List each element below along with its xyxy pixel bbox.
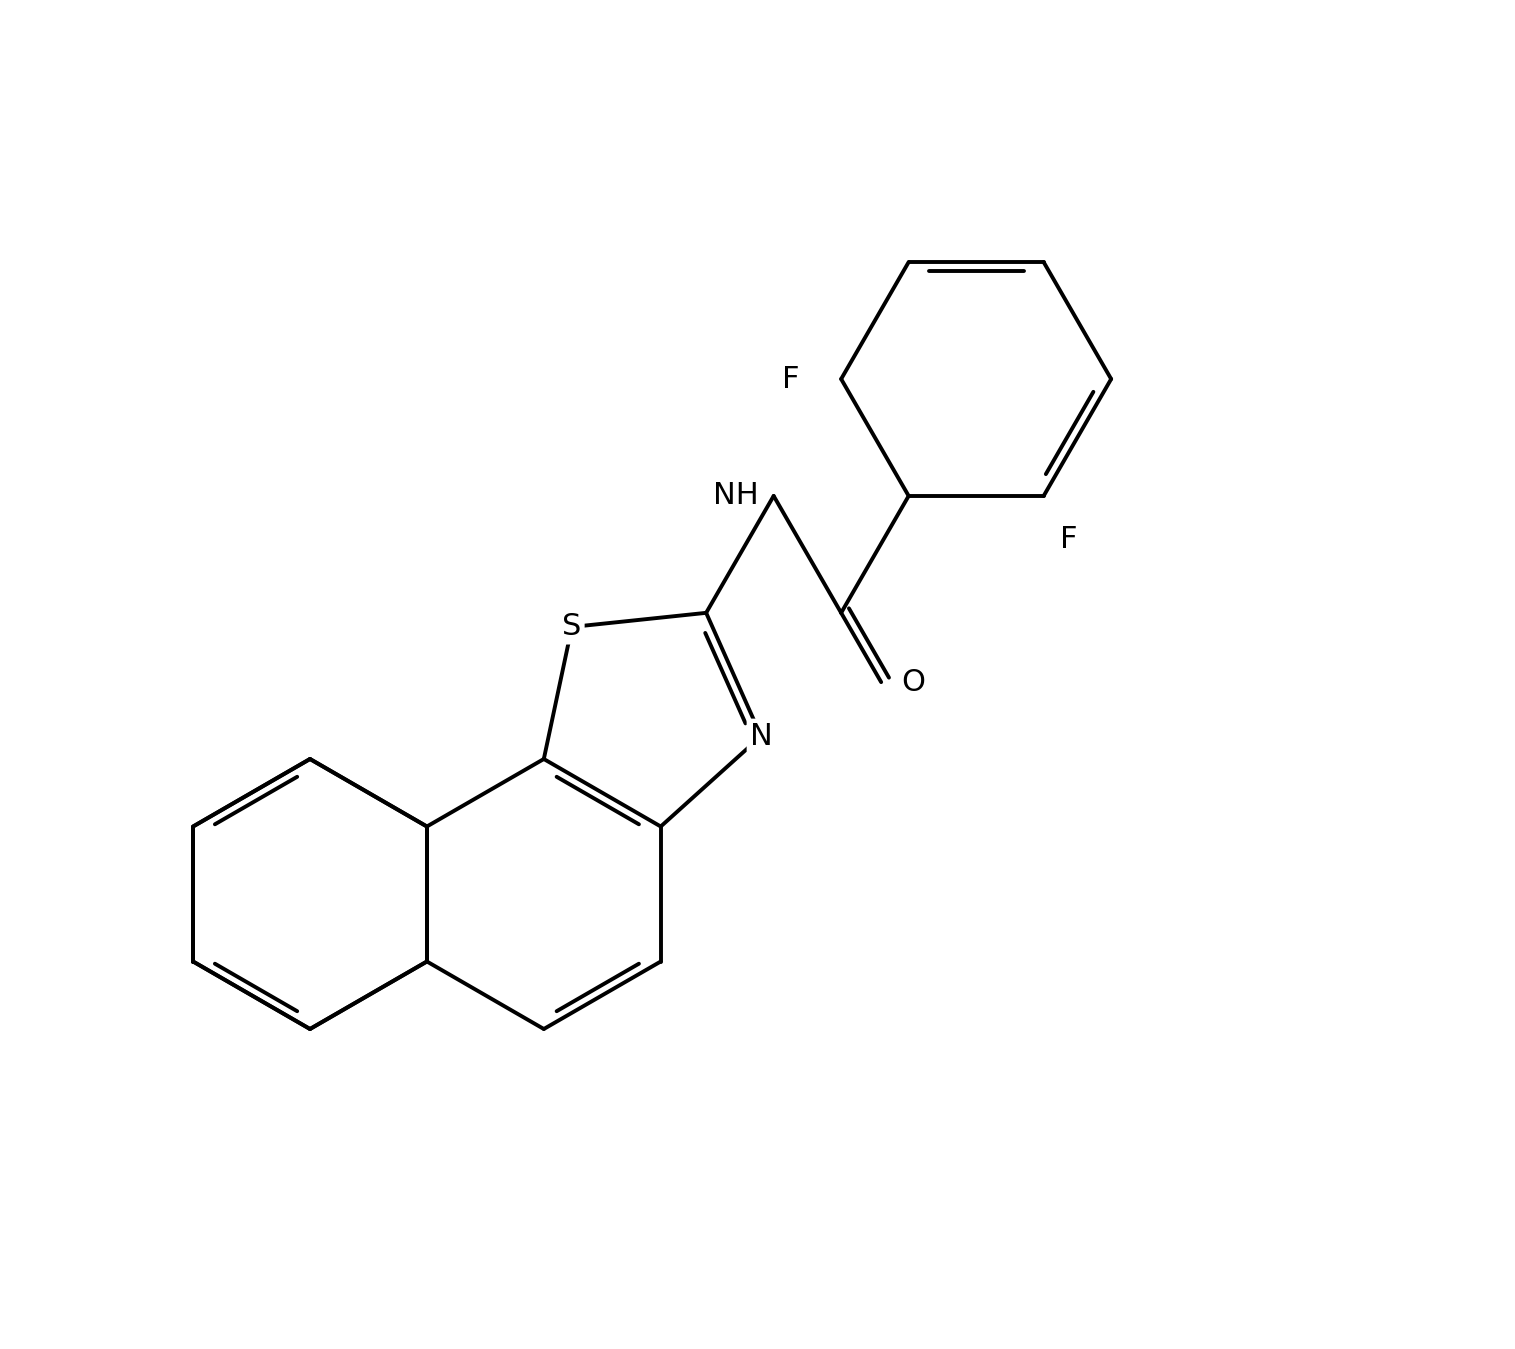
Text: O: O: [901, 668, 926, 696]
Text: F: F: [1060, 525, 1077, 553]
Text: S: S: [562, 612, 582, 642]
Text: NH: NH: [714, 482, 759, 510]
Text: N: N: [750, 722, 773, 750]
Text: F: F: [782, 364, 800, 394]
